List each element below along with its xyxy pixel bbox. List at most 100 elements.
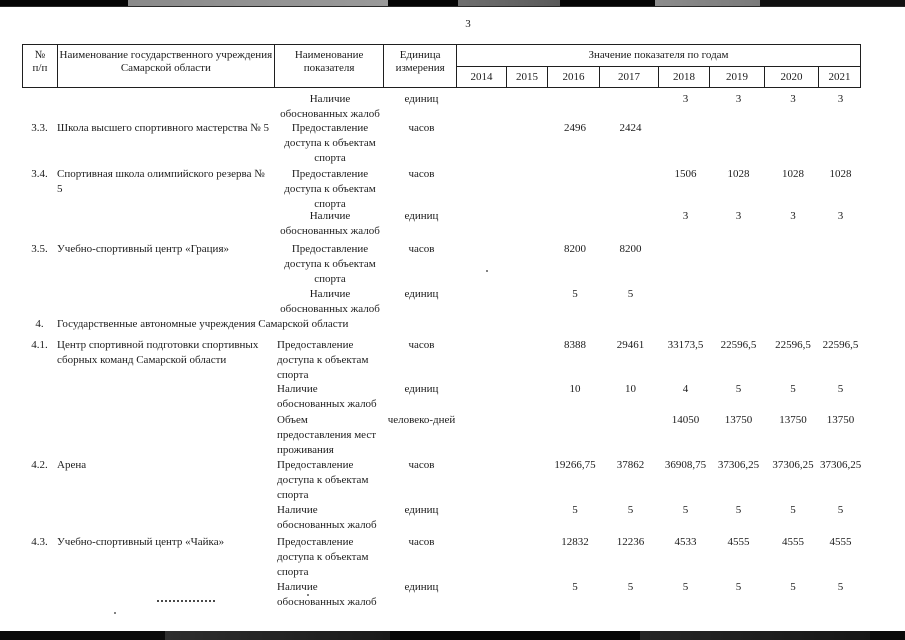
year-value-cell bbox=[508, 382, 549, 412]
table-row: 3.3. Школа высшего спортивного мастерств… bbox=[22, 121, 861, 166]
year-value-cell bbox=[508, 242, 549, 287]
unit-cell: часов bbox=[408, 122, 435, 134]
section-title-cell: Государственные автономные учреждения Са… bbox=[57, 318, 349, 330]
year-value-cell bbox=[458, 338, 508, 383]
year-value-cell: 22596,5 bbox=[775, 339, 811, 351]
institution-cell bbox=[57, 209, 275, 239]
year-value-cell bbox=[458, 121, 508, 166]
year-value-cell: 5 bbox=[790, 504, 796, 516]
scan-speck bbox=[486, 270, 488, 272]
year-value-cell: 37862 bbox=[616, 459, 645, 471]
year-value-cell bbox=[508, 121, 549, 166]
year-value-cell: 29461 bbox=[616, 339, 645, 351]
year-value-cell: 12832 bbox=[561, 536, 589, 548]
year-value-cell: 4533 bbox=[674, 536, 697, 548]
row-number-cell: 3.5. bbox=[31, 243, 48, 255]
unit-cell: часов bbox=[408, 536, 435, 548]
year-value-cell bbox=[458, 209, 508, 239]
year-value-cell: 13750 bbox=[779, 414, 807, 426]
institution-cell bbox=[57, 503, 275, 533]
year-value-cell bbox=[508, 580, 549, 610]
year-value-cell: 5 bbox=[682, 581, 689, 593]
scan-artifact-bottom bbox=[0, 631, 905, 640]
table-row: 3.4. Спортивная школа олимпийского резер… bbox=[22, 167, 861, 212]
indicator-cell: Предоставление доступа к объектам спорта bbox=[284, 122, 376, 164]
section-number-cell: 4. bbox=[35, 318, 44, 330]
year-value-cell: 13750 bbox=[826, 414, 855, 426]
year-value-cell bbox=[458, 503, 508, 533]
year-value-cell: 8200 bbox=[619, 243, 642, 255]
year-value-cell: 37306,25 bbox=[820, 459, 862, 471]
year-value-cell bbox=[549, 413, 601, 458]
year-value-cell: 3 bbox=[735, 210, 742, 222]
year-value-cell bbox=[660, 242, 711, 287]
institution-cell: Школа высшего спортивного мастерства № 5 bbox=[57, 122, 270, 134]
table-row: Наличие обоснованных жалоб единиц 10 10 … bbox=[22, 382, 861, 412]
unit-cell: часов bbox=[408, 243, 435, 255]
year-value-cell bbox=[508, 167, 549, 212]
table-row: 4.2. Арена Предоставление доступа к объе… bbox=[22, 458, 861, 503]
year-value-cell: 5 bbox=[572, 504, 578, 516]
year-value-cell bbox=[508, 503, 549, 533]
header-year-cell: 2017 bbox=[600, 67, 660, 87]
year-value-cell bbox=[711, 121, 766, 166]
institution-cell bbox=[57, 580, 275, 610]
year-value-cell: 5 bbox=[682, 504, 689, 516]
year-value-cell: 1028 bbox=[727, 168, 750, 180]
row-number-cell bbox=[22, 92, 57, 122]
indicator-cell: Наличие обоснованных жалоб bbox=[277, 581, 377, 608]
table-row: Наличие обоснованных жалоб единиц 3 3 3 … bbox=[22, 209, 861, 239]
year-value-cell bbox=[508, 413, 549, 458]
year-value-cell bbox=[549, 209, 601, 239]
row-number-cell bbox=[22, 209, 57, 239]
indicator-cell: Предоставление доступа к объектам спорта bbox=[277, 536, 369, 578]
year-value-cell bbox=[601, 92, 660, 122]
year-value-cell bbox=[820, 242, 861, 287]
unit-cell: единиц bbox=[404, 210, 439, 222]
header-year-cell: 2014 bbox=[457, 67, 508, 87]
year-value-cell: 3 bbox=[837, 93, 844, 105]
indicator-cell: Наличие обоснованных жалоб bbox=[280, 93, 380, 120]
scan-artifact-top bbox=[0, 0, 905, 7]
table-row: 4.1. Центр спортивной подготовки спортив… bbox=[22, 338, 861, 383]
year-value-cell: 1028 bbox=[782, 168, 804, 180]
unit-cell: часов bbox=[408, 339, 435, 351]
year-value-cell: 5 bbox=[790, 581, 796, 593]
table-row: Наличие обоснованных жалоб единиц 3 3 3 … bbox=[22, 92, 861, 122]
year-value-cell: 3 bbox=[735, 93, 742, 105]
year-value-cell bbox=[458, 92, 508, 122]
year-value-cell: 5 bbox=[627, 504, 634, 516]
indicator-cell: Наличие обоснованных жалоб bbox=[277, 383, 377, 410]
table-row: Наличие обоснованных жалоб единиц 5 5 5 … bbox=[22, 503, 861, 533]
year-value-cell bbox=[766, 242, 820, 287]
header-unit-cell: Единица измерения bbox=[384, 45, 458, 87]
institution-cell bbox=[57, 382, 275, 412]
row-number-cell: 4.1. bbox=[31, 339, 48, 351]
year-value-cell: 5 bbox=[735, 581, 742, 593]
header-year-cell: 2016 bbox=[548, 67, 601, 87]
row-number-cell bbox=[22, 503, 57, 533]
header-year-cell: 2021 bbox=[828, 70, 851, 83]
year-value-cell bbox=[508, 535, 549, 580]
row-number-cell: 3.4. bbox=[31, 168, 48, 180]
year-value-cell: 19266,75 bbox=[554, 459, 596, 471]
year-value-cell: 5 bbox=[735, 504, 742, 516]
scan-speck bbox=[114, 612, 116, 614]
year-value-cell: 4555 bbox=[727, 536, 750, 548]
year-value-cell bbox=[549, 92, 601, 122]
year-value-cell: 10 bbox=[569, 383, 581, 395]
year-value-cell bbox=[549, 167, 601, 212]
unit-cell: часов bbox=[408, 459, 435, 471]
year-value-cell bbox=[601, 209, 660, 239]
year-value-cell bbox=[820, 121, 861, 166]
year-value-cell: 3 bbox=[790, 210, 796, 222]
year-value-cell bbox=[766, 287, 820, 317]
year-value-cell bbox=[508, 287, 549, 317]
unit-cell: человеко-дней bbox=[387, 414, 456, 426]
table-row: Наличие обоснованных жалоб единиц 5 5 5 … bbox=[22, 580, 861, 610]
table-row: 4.3. Учебно-спортивный центр «Чайка» Пре… bbox=[22, 535, 861, 580]
institution-cell bbox=[57, 413, 275, 458]
unit-cell: часов bbox=[408, 168, 435, 180]
year-value-cell: 1028 bbox=[829, 168, 852, 180]
indicator-cell: Предоставление доступа к объектам спорта bbox=[277, 339, 369, 381]
